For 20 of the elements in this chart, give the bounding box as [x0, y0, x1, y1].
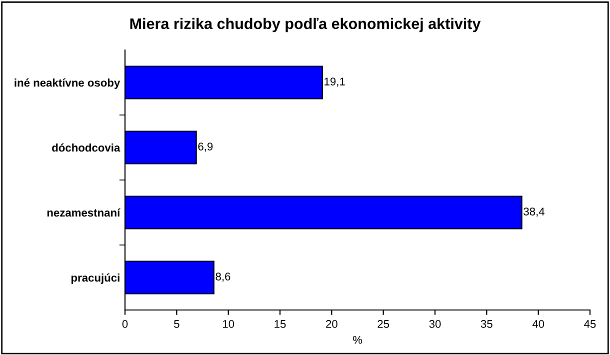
x-tick-label: 45 [584, 320, 596, 328]
x-tick-label: 5 [174, 320, 180, 328]
x-tick-label: 35 [480, 320, 492, 328]
y-tick-label: iné neaktívne osoby [14, 78, 120, 89]
x-axis-title: % [352, 336, 362, 344]
y-tick-label: pracujúci [71, 273, 120, 284]
data-label: 38,4 [524, 208, 544, 217]
data-label: 6,9 [198, 142, 213, 152]
x-tick-label: 30 [429, 320, 441, 328]
x-tick-label: 20 [326, 320, 338, 328]
chart-title: Miera rizika chudoby podľa ekonomickej aktivity [130, 18, 481, 32]
data-label: 19,1 [324, 78, 345, 87]
y-tick-label: dóchodcovia [52, 143, 120, 152]
x-tick-label: 25 [378, 320, 390, 328]
x-tick-label: 15 [274, 320, 286, 328]
x-tick-label: 10 [223, 320, 234, 328]
x-tick-label: 40 [532, 320, 544, 328]
x-tick-label: 0 [122, 320, 128, 328]
y-tick-label: nezamestnaní [47, 208, 120, 217]
data-label: 8,6 [216, 272, 230, 282]
